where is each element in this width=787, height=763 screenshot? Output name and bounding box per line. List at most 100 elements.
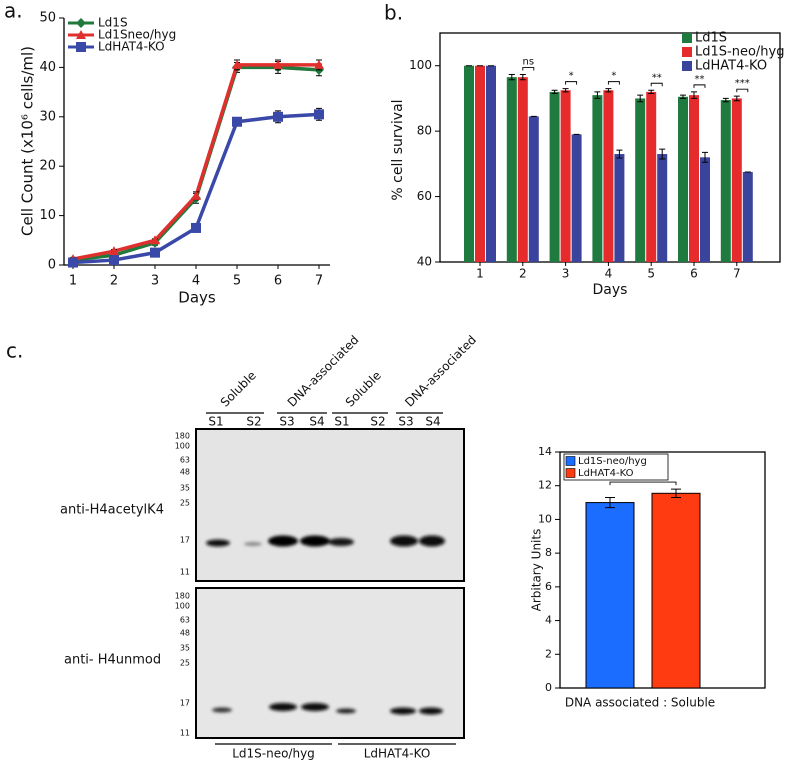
point xyxy=(232,116,242,127)
error-bar xyxy=(671,488,681,499)
error-bar xyxy=(605,497,615,509)
bar xyxy=(560,90,571,262)
marker-label: 11 xyxy=(180,729,190,738)
error-bar xyxy=(733,95,740,102)
lane-label: S3 xyxy=(279,415,294,429)
error-bar xyxy=(551,89,558,95)
significance-label: *** xyxy=(735,78,750,89)
y-tick-label: 60 xyxy=(417,189,432,203)
marker-label: 35 xyxy=(180,484,190,493)
bar xyxy=(585,502,635,689)
error-bar xyxy=(691,91,697,99)
group-label: LdHAT4-KO xyxy=(364,747,431,761)
y-tick-label: 40 xyxy=(417,255,432,269)
error-bar xyxy=(562,88,569,93)
point xyxy=(150,235,160,245)
legend-swatch xyxy=(682,33,692,43)
error-bar xyxy=(680,94,686,99)
y-tick-label: 4 xyxy=(545,614,552,627)
bar xyxy=(506,77,517,263)
point xyxy=(314,59,324,69)
legend-swatch xyxy=(565,456,576,466)
significance-bracket xyxy=(736,88,749,93)
point xyxy=(273,59,283,69)
lane-label: S2 xyxy=(246,415,261,429)
y-tick-label: 80 xyxy=(417,124,432,138)
group-label: Ld1S-neo/hyg xyxy=(232,747,315,761)
bar xyxy=(678,96,688,263)
marker-label: 48 xyxy=(180,629,190,638)
y-tick-label: 0 xyxy=(48,258,56,273)
antibody-label: anti-H4acetylK4 xyxy=(60,503,164,518)
significance-label: * xyxy=(569,71,574,82)
error-bar xyxy=(648,89,655,95)
point xyxy=(76,42,86,52)
significance-bracket xyxy=(609,481,677,486)
y-tick-label: 40 xyxy=(39,60,56,75)
legend-box xyxy=(563,453,669,481)
error-bar xyxy=(637,94,644,103)
bar xyxy=(635,98,646,262)
marker-label: 17 xyxy=(180,536,190,545)
error-bar xyxy=(508,74,515,81)
marker-label: 25 xyxy=(180,659,190,668)
legend-label: Ld1S-neo/hyg xyxy=(578,456,647,467)
x-tick-label: 4 xyxy=(605,267,613,281)
x-tick-label: 1 xyxy=(69,274,77,289)
point xyxy=(150,247,160,258)
y-tick-label: 8 xyxy=(545,546,552,559)
y-tick-label: 30 xyxy=(39,109,56,124)
y-axis-label: % cell survival xyxy=(390,99,406,200)
marker-label: 35 xyxy=(180,644,190,653)
x-tick-label: 1 xyxy=(476,267,484,281)
bar xyxy=(571,134,582,262)
lane-label: S4 xyxy=(425,415,440,429)
marker-label: 180 xyxy=(175,592,190,601)
marker-label: 25 xyxy=(180,499,190,508)
legend-swatch xyxy=(682,47,692,57)
point xyxy=(191,190,201,200)
bar xyxy=(614,154,625,262)
y-axis-label: Cell Count (x10⁶ cells/ml) xyxy=(19,46,37,236)
bar xyxy=(517,77,528,263)
bar xyxy=(742,172,753,262)
marker-label: 100 xyxy=(175,602,190,611)
marker-label: 63 xyxy=(180,456,190,465)
point xyxy=(109,246,119,256)
marker-label: 180 xyxy=(175,432,190,441)
significance-label: ** xyxy=(695,74,705,85)
legend-label: Ld1S xyxy=(695,31,727,46)
legend-swatch xyxy=(565,468,576,478)
error-bar xyxy=(605,88,612,93)
blot-top xyxy=(195,428,465,582)
point xyxy=(232,59,242,69)
lane-label: S1 xyxy=(334,415,349,429)
error-bar xyxy=(722,97,729,103)
marker-label: 63 xyxy=(180,616,190,625)
bar xyxy=(486,65,496,262)
bar xyxy=(592,95,603,263)
legend-label: Ld1Sneo/hyg xyxy=(98,28,176,42)
x-tick-label: 7 xyxy=(733,267,741,281)
point xyxy=(109,255,119,266)
x-axis-label: DNA associated : Soluble xyxy=(565,696,715,710)
legend-label: Ld1S xyxy=(98,16,128,30)
significance-bracket xyxy=(693,84,706,88)
legend-swatch xyxy=(682,61,692,71)
y-axis-label: Arbitary Units xyxy=(530,529,544,612)
lane-label: S2 xyxy=(370,415,385,429)
significance-bracket xyxy=(650,82,663,87)
bar xyxy=(603,90,614,262)
x-tick-label: 6 xyxy=(690,267,698,281)
point xyxy=(314,109,324,120)
significance-label: * xyxy=(611,71,616,82)
bar xyxy=(549,91,560,262)
significance-bracket xyxy=(607,81,620,85)
bands xyxy=(206,535,445,715)
x-tick-label: 3 xyxy=(562,267,570,281)
x-tick-label: 5 xyxy=(233,274,241,289)
y-tick-label: 10 xyxy=(39,208,56,223)
bar xyxy=(657,154,668,262)
y-tick-label: 0 xyxy=(545,681,552,694)
antibody-label: anti- H4unmod xyxy=(64,653,161,668)
